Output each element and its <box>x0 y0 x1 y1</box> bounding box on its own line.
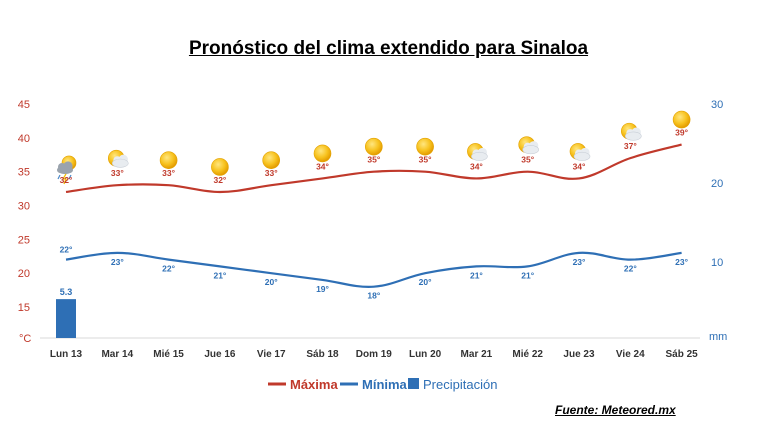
x-tick-label: Dom 19 <box>356 349 393 360</box>
chart-legend: Máxima Mínima Precipitación <box>268 377 497 392</box>
min-data-label: 22° <box>162 264 175 274</box>
max-data-label: 32° <box>213 175 226 185</box>
sun-icon <box>416 137 434 156</box>
max-data-label: 34° <box>316 161 329 171</box>
y-left-unit: °C <box>19 333 31 345</box>
y-left-tick-label: 40 <box>18 133 30 145</box>
x-tick-label: Jue 23 <box>563 349 595 360</box>
legend-item-max: Máxima <box>290 377 338 392</box>
min-data-label: 22° <box>60 245 73 255</box>
storm-icon <box>57 155 77 185</box>
x-tick-label: Jue 16 <box>204 349 236 360</box>
max-data-label: 34° <box>573 161 586 171</box>
x-tick-label: Mié 15 <box>153 349 184 360</box>
max-data-label: 35° <box>419 155 432 165</box>
min-data-label: 21° <box>213 270 226 280</box>
chart-title: Pronóstico del clima extendido para Sina… <box>188 38 589 59</box>
sun-icon <box>364 137 383 156</box>
max-data-label: 35° <box>367 155 380 165</box>
source-credit: Fuente: Meteored.mx <box>555 403 676 417</box>
max-data-label: 35° <box>521 155 534 165</box>
min-data-label: 18° <box>367 291 380 301</box>
sun-icon <box>211 158 229 176</box>
x-tick-label: Sáb 18 <box>306 349 339 360</box>
partly-cloudy-icon <box>467 143 488 161</box>
partly-cloudy-icon <box>518 136 540 155</box>
x-tick-label: Vie 24 <box>616 349 645 360</box>
sun-icon <box>672 110 691 129</box>
y-left-tick-label: 20 <box>18 268 30 280</box>
sun-icon <box>159 151 178 169</box>
y-right-unit: mm <box>709 331 727 343</box>
min-data-label: 20° <box>419 277 432 287</box>
y-right-tick-label: 30 <box>711 99 723 111</box>
x-tick-label: Mar 21 <box>461 349 493 360</box>
max-data-label: 33° <box>162 168 175 178</box>
x-tick-label: Lun 13 <box>50 349 83 360</box>
x-tick-label: Lun 20 <box>409 349 442 360</box>
sun-icon <box>262 151 281 169</box>
precip-bar <box>56 299 76 338</box>
min-data-label: 21° <box>521 270 534 280</box>
legend-item-min: Mínima <box>362 377 408 392</box>
max-data-label: 33° <box>265 168 278 178</box>
y-left-tick-label: 30 <box>18 201 30 213</box>
precip-label: 5.3 <box>60 287 73 297</box>
series-line-min <box>65 251 682 288</box>
max-data-label: 32° <box>60 175 73 185</box>
partly-cloudy-icon <box>620 122 642 141</box>
y-left-tick-label: 25 <box>18 234 30 246</box>
min-data-label: 23° <box>675 257 688 267</box>
sun-icon <box>313 144 332 163</box>
min-data-label: 20° <box>265 277 278 287</box>
min-data-label: 22° <box>624 264 637 274</box>
x-tick-label: Mar 14 <box>101 349 133 360</box>
series-line-max <box>65 143 682 194</box>
max-data-label: 37° <box>624 141 637 151</box>
y-right-tick-label: 10 <box>711 257 723 269</box>
min-data-label: 19° <box>316 284 329 294</box>
max-data-label: 33° <box>111 168 124 178</box>
max-data-label: 34° <box>470 161 483 171</box>
y-left-tick-label: 15 <box>18 302 30 314</box>
x-tick-label: Sáb 25 <box>665 349 698 360</box>
legend-item-precip: Precipitación <box>423 377 497 392</box>
max-data-label: 39° <box>675 128 688 138</box>
min-data-label: 23° <box>573 257 586 267</box>
partly-cloudy-icon <box>569 143 591 161</box>
legend-swatch-precip <box>408 378 419 389</box>
min-data-label: 23° <box>111 257 124 267</box>
y-left-tick-label: 45 <box>18 99 30 111</box>
y-right-tick-label: 20 <box>711 178 723 190</box>
x-tick-label: Vie 17 <box>257 349 286 360</box>
x-tick-label: Mié 22 <box>512 349 543 360</box>
min-data-label: 21° <box>470 270 483 280</box>
y-left-tick-label: 35 <box>18 167 30 179</box>
partly-cloudy-icon <box>108 149 129 168</box>
